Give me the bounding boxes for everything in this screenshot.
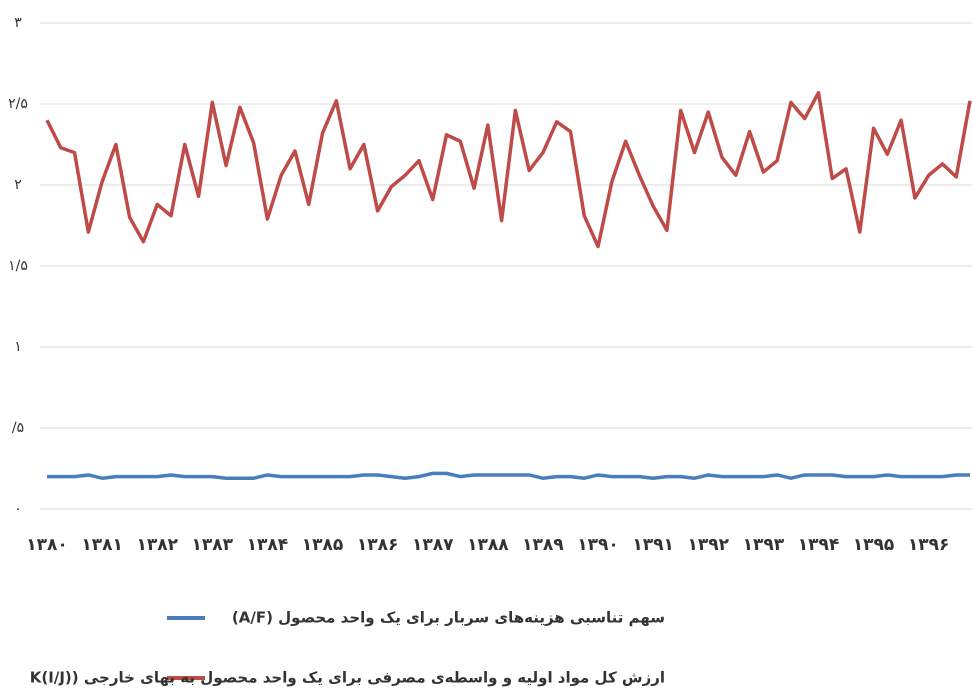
x-tick-label: ۱۳۸۵ <box>302 535 344 555</box>
x-tick-label: ۱۳۹۰ <box>577 535 619 555</box>
y-tick-label: ۲/۵ <box>8 96 28 112</box>
series-line <box>45 90 972 249</box>
x-tick-label: ۱۳۸۸ <box>467 535 509 555</box>
y-tick-label: ۲ <box>14 177 22 193</box>
x-tick-label: ۱۳۸۶ <box>357 535 399 555</box>
x-tick-label: ۱۳۸۲ <box>136 535 178 555</box>
x-tick-label: ۱۳۹۶ <box>908 535 950 555</box>
x-tick-label: ۱۳۸۴ <box>247 535 289 555</box>
x-tick-label: ۱۳۹۲ <box>687 535 729 555</box>
x-tick-label: ۱۳۹۱ <box>632 535 674 555</box>
y-tick-label: /۵ <box>12 420 24 436</box>
y-tick-label: ۱/۵ <box>8 258 28 274</box>
y-tick-label: ۰ <box>14 501 22 517</box>
x-tick-label: ۱۳۹۳ <box>743 535 785 555</box>
x-tick-label: ۱۳۸۱ <box>81 535 123 555</box>
legend-label: ارزش کل مواد اولیه و واسطه‌ی مصرفی برای … <box>30 669 665 687</box>
x-tick-label: ۱۳۹۴ <box>798 535 840 555</box>
x-tick-label: ۱۳۹۵ <box>853 535 895 555</box>
series-line <box>47 471 970 480</box>
y-tick-label: ۳ <box>14 15 22 31</box>
x-tick-label: ۱۳۸۳ <box>192 535 234 555</box>
y-tick-label: ۱ <box>14 339 22 355</box>
x-tick-label: ۱۳۸۷ <box>412 535 454 555</box>
x-tick-label: ۱۳۸۹ <box>522 535 564 555</box>
x-tick-label: ۱۳۸۰ <box>26 535 68 555</box>
legend-label: سهم تناسبی هزینه‌های سربار برای یک واحد … <box>232 609 665 627</box>
